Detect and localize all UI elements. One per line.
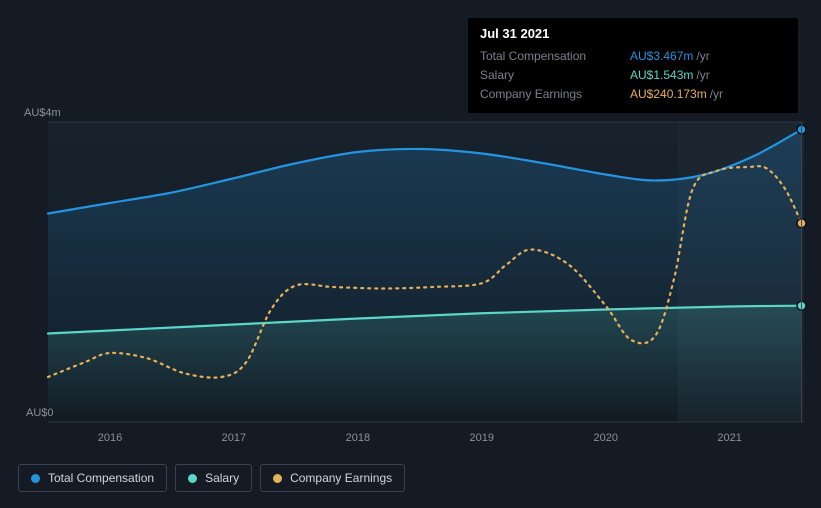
- tooltip-row-unit: /yr: [710, 85, 723, 104]
- x-axis-tick-label: 2017: [222, 432, 246, 444]
- legend-item-label: Salary: [205, 471, 239, 485]
- tooltip-row-label: Salary: [480, 66, 630, 85]
- x-axis-tick-label: 2020: [593, 432, 617, 444]
- tooltip-row: Company EarningsAU$240.173m/yr: [480, 85, 786, 104]
- compensation-chart: AU$4m AU$0 2016 2017 2018 2019 2020 2021 Jul 3…: [0, 0, 821, 508]
- tooltip-row-value: AU$3.467m: [630, 47, 693, 66]
- x-axis-tick-label: 2016: [98, 432, 122, 444]
- tooltip-row-unit: /yr: [696, 47, 709, 66]
- y-axis-tick-label: AU$0: [26, 407, 54, 419]
- chart-legend: Total Compensation Salary Company Earnings: [18, 464, 405, 492]
- tooltip-date: Jul 31 2021: [480, 26, 786, 41]
- legend-item-label: Company Earnings: [290, 471, 392, 485]
- x-axis-tick-label: 2021: [717, 432, 741, 444]
- tooltip-row: Total CompensationAU$3.467m/yr: [480, 47, 786, 66]
- tooltip-row: SalaryAU$1.543m/yr: [480, 66, 786, 85]
- legend-item-salary[interactable]: Salary: [175, 464, 252, 492]
- x-axis-tick-label: 2018: [346, 432, 370, 444]
- legend-item-total_comp[interactable]: Total Compensation: [18, 464, 167, 492]
- legend-item-earnings[interactable]: Company Earnings: [260, 464, 405, 492]
- chart-tooltip: Jul 31 2021 Total CompensationAU$3.467m/…: [468, 18, 798, 113]
- tooltip-row-value: AU$240.173m: [630, 85, 707, 104]
- tooltip-row-label: Total Compensation: [480, 47, 630, 66]
- tooltip-row-unit: /yr: [696, 66, 709, 85]
- tooltip-row-label: Company Earnings: [480, 85, 630, 104]
- y-axis-tick-label: AU$4m: [24, 107, 61, 119]
- legend-item-label: Total Compensation: [48, 471, 154, 485]
- legend-dot-icon: [188, 474, 197, 483]
- legend-dot-icon: [31, 474, 40, 483]
- legend-dot-icon: [273, 474, 282, 483]
- x-axis-tick-label: 2019: [470, 432, 494, 444]
- tooltip-row-value: AU$1.543m: [630, 66, 693, 85]
